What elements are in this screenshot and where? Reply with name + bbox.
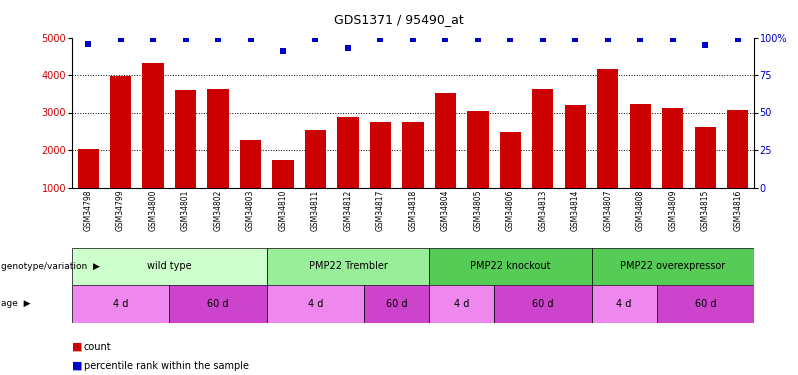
Point xyxy=(244,36,257,42)
Text: 60 d: 60 d xyxy=(386,299,408,309)
Bar xyxy=(402,122,424,225)
Point xyxy=(374,36,387,42)
Point xyxy=(536,36,549,42)
Text: PMP22 knockout: PMP22 knockout xyxy=(470,261,551,271)
Text: 4 d: 4 d xyxy=(454,299,469,309)
Bar xyxy=(591,248,754,285)
Text: GSM34817: GSM34817 xyxy=(376,189,385,231)
Text: GSM34805: GSM34805 xyxy=(473,189,483,231)
Text: percentile rank within the sample: percentile rank within the sample xyxy=(84,361,249,370)
Text: 4 d: 4 d xyxy=(308,299,323,309)
Text: GSM34809: GSM34809 xyxy=(669,189,678,231)
Point xyxy=(602,36,614,42)
Bar xyxy=(272,160,294,225)
Bar xyxy=(727,110,749,225)
Text: GSM34816: GSM34816 xyxy=(733,189,742,231)
Text: GSM34807: GSM34807 xyxy=(603,189,612,231)
Text: 60 d: 60 d xyxy=(207,299,229,309)
Point xyxy=(114,36,127,42)
Point xyxy=(439,36,452,42)
Point xyxy=(504,36,517,42)
Point xyxy=(179,36,192,42)
Text: GSM34808: GSM34808 xyxy=(636,189,645,231)
Text: 4 d: 4 d xyxy=(113,299,128,309)
Text: ■: ■ xyxy=(72,361,82,370)
Text: GSM34806: GSM34806 xyxy=(506,189,515,231)
Text: ■: ■ xyxy=(72,342,82,352)
Bar xyxy=(240,140,261,225)
Bar xyxy=(630,104,651,225)
Text: PMP22 overexpressor: PMP22 overexpressor xyxy=(620,261,725,271)
Bar xyxy=(532,88,554,225)
Text: GSM34811: GSM34811 xyxy=(311,189,320,231)
Point xyxy=(309,36,322,42)
Text: wild type: wild type xyxy=(147,261,192,271)
Point xyxy=(211,36,224,42)
Text: GSM34815: GSM34815 xyxy=(701,189,710,231)
Text: GSM34802: GSM34802 xyxy=(214,189,223,231)
Bar xyxy=(468,111,488,225)
Bar xyxy=(338,117,358,225)
Bar xyxy=(500,132,521,225)
Text: count: count xyxy=(84,342,112,352)
Bar xyxy=(175,90,196,225)
Point xyxy=(277,48,290,54)
Text: GDS1371 / 95490_at: GDS1371 / 95490_at xyxy=(334,13,464,26)
Bar xyxy=(169,285,267,322)
Text: GSM34804: GSM34804 xyxy=(441,189,450,231)
Point xyxy=(147,36,160,42)
Point xyxy=(699,42,712,48)
Text: GSM34818: GSM34818 xyxy=(409,189,417,231)
Bar xyxy=(110,76,131,225)
Bar xyxy=(267,285,364,322)
Point xyxy=(472,36,484,42)
Text: 4 d: 4 d xyxy=(617,299,632,309)
Point xyxy=(666,36,679,42)
Point xyxy=(406,36,420,42)
Text: GSM34812: GSM34812 xyxy=(343,189,353,231)
Point xyxy=(342,45,354,51)
Bar xyxy=(695,127,716,225)
Text: PMP22 Trembler: PMP22 Trembler xyxy=(309,261,387,271)
Bar xyxy=(435,93,456,225)
Bar xyxy=(72,285,169,322)
Point xyxy=(569,36,582,42)
Text: genotype/variation  ▶: genotype/variation ▶ xyxy=(1,262,100,271)
Bar xyxy=(207,88,228,225)
Text: GSM34810: GSM34810 xyxy=(279,189,287,231)
Bar xyxy=(429,285,494,322)
Bar xyxy=(364,285,429,322)
Text: GSM34800: GSM34800 xyxy=(148,189,157,231)
Bar xyxy=(429,248,591,285)
Bar xyxy=(267,248,429,285)
Bar xyxy=(565,105,586,225)
Bar xyxy=(598,69,618,225)
Point xyxy=(81,40,94,46)
Text: GSM34813: GSM34813 xyxy=(539,189,547,231)
Bar xyxy=(657,285,754,322)
Text: GSM34799: GSM34799 xyxy=(116,189,125,231)
Text: 60 d: 60 d xyxy=(532,299,554,309)
Point xyxy=(732,36,745,42)
Text: GSM34803: GSM34803 xyxy=(246,189,255,231)
Bar xyxy=(77,149,99,225)
Bar xyxy=(370,122,391,225)
Bar xyxy=(305,130,326,225)
Bar xyxy=(72,248,267,285)
Text: GSM34801: GSM34801 xyxy=(181,189,190,231)
Bar xyxy=(662,108,683,225)
Text: 60 d: 60 d xyxy=(694,299,716,309)
Text: GSM34798: GSM34798 xyxy=(84,189,93,231)
Point xyxy=(634,36,646,42)
Text: GSM34814: GSM34814 xyxy=(571,189,580,231)
Bar xyxy=(591,285,657,322)
Text: age  ▶: age ▶ xyxy=(1,299,30,308)
Bar xyxy=(494,285,591,322)
Bar xyxy=(143,63,164,225)
